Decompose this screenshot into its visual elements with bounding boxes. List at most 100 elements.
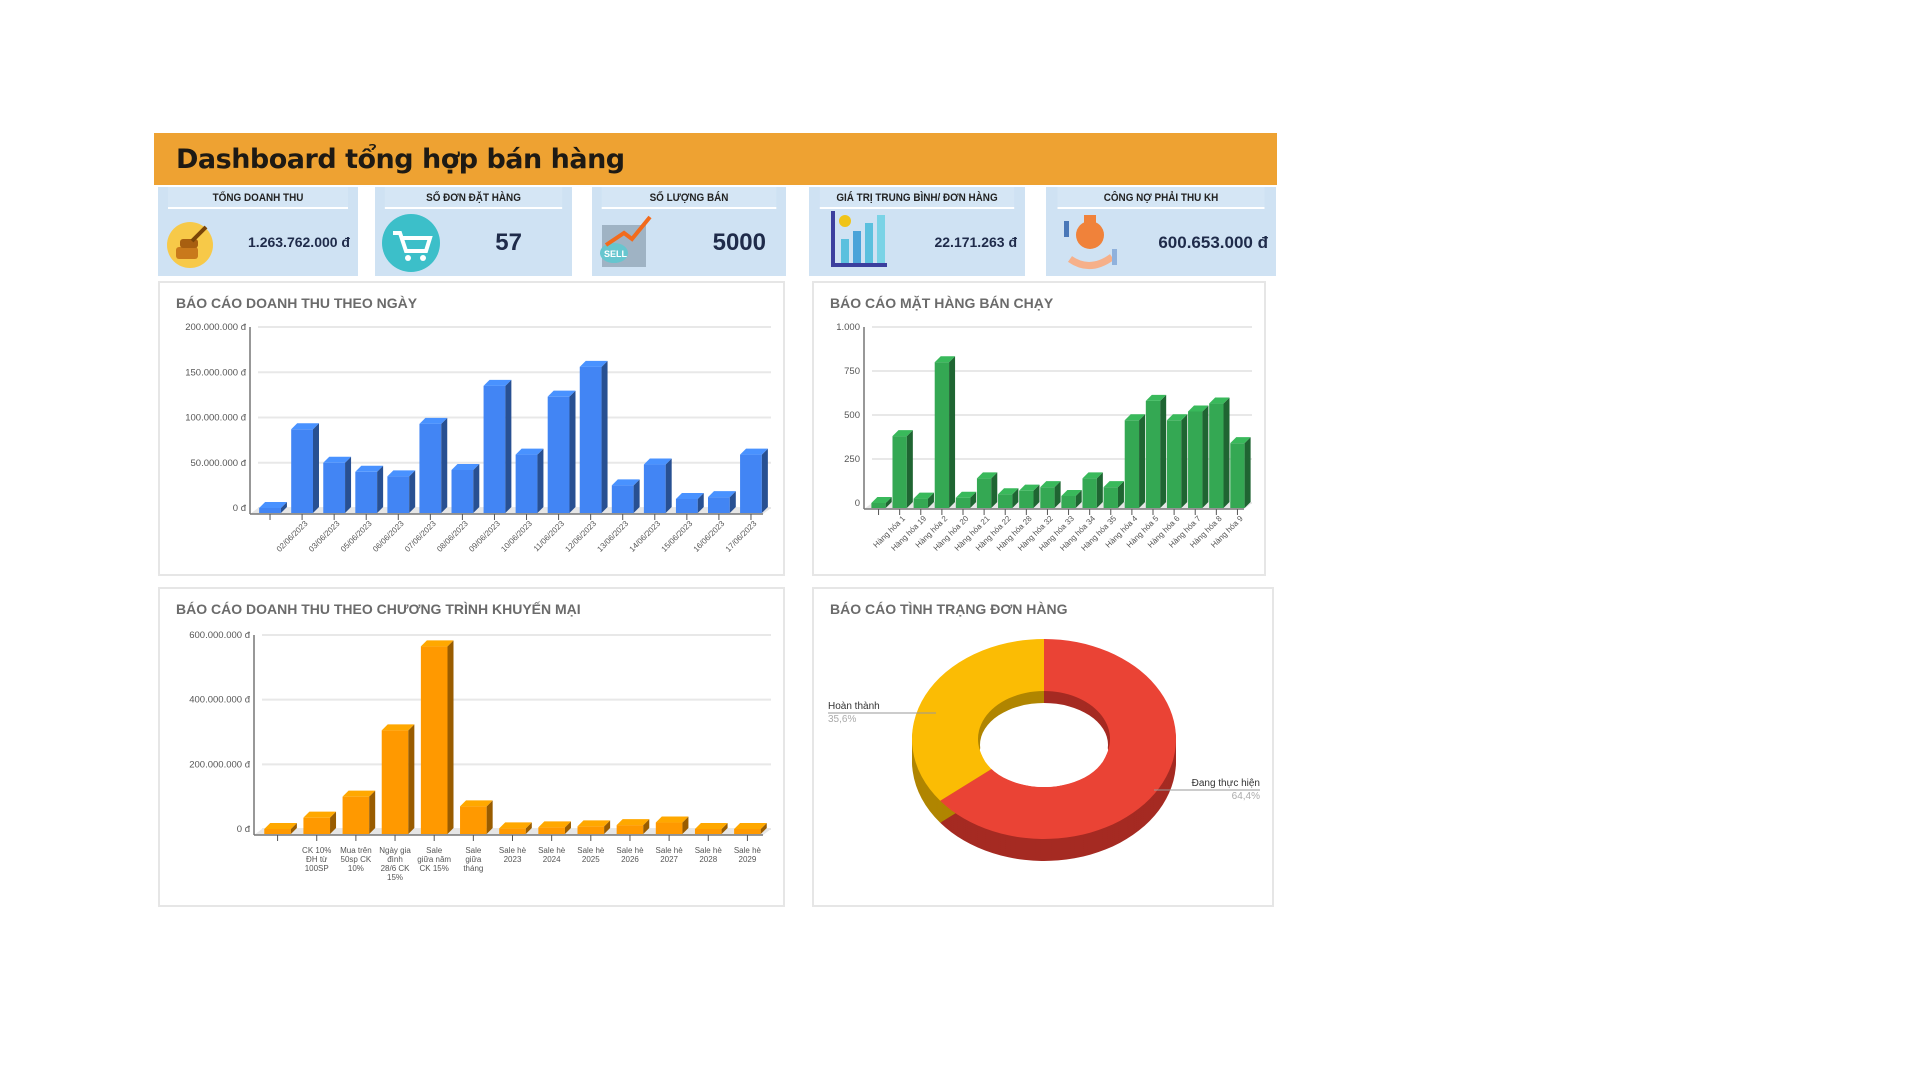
bar-side xyxy=(760,823,767,834)
x-tick-label: 06/06/2023 xyxy=(371,519,406,554)
bar xyxy=(675,498,698,513)
bar-side xyxy=(345,456,352,513)
kpi-value: 1.263.762.000 đ xyxy=(248,234,350,250)
bar xyxy=(291,429,313,513)
y-tick-label: 250 xyxy=(844,454,860,465)
slice-percent: 35,6% xyxy=(828,714,856,725)
bar-side xyxy=(505,379,512,513)
x-tick-label: Sale hè 2025 xyxy=(577,846,605,864)
bar-side xyxy=(525,822,532,834)
coins-icon xyxy=(166,217,216,269)
bar-side xyxy=(290,823,297,834)
bar-side xyxy=(721,823,728,834)
bar-top xyxy=(387,470,416,477)
bar-side xyxy=(1181,414,1188,508)
bar-top xyxy=(1188,405,1209,412)
x-tick-label: 14/06/2023 xyxy=(628,519,663,554)
y-tick-label: 200.000.000 đ xyxy=(189,759,250,770)
x-tick-label: 10/06/2023 xyxy=(499,519,534,554)
bar-top xyxy=(1040,481,1061,488)
bar xyxy=(1040,487,1055,508)
bar-side xyxy=(949,356,956,508)
x-tick-label: CK 10% ĐH từ 100SP xyxy=(302,846,331,873)
bar-top xyxy=(913,492,934,499)
y-tick-label: 500 xyxy=(844,410,860,421)
x-tick-label: 12/06/2023 xyxy=(563,519,598,554)
bar-top xyxy=(655,816,689,823)
bar-top xyxy=(1124,414,1146,421)
bar xyxy=(708,497,730,513)
bar-side xyxy=(1160,394,1167,508)
bar-top xyxy=(577,820,611,827)
bar-top xyxy=(1082,472,1103,479)
bar xyxy=(515,454,538,513)
bar-top xyxy=(1103,481,1124,488)
x-tick-label: Ngày gia đình 28/6 CK 15% xyxy=(379,846,411,882)
bar-top xyxy=(611,479,640,486)
bar-top xyxy=(616,819,650,826)
x-tick-label: 16/06/2023 xyxy=(692,519,727,554)
bar xyxy=(734,829,761,834)
x-tick-label: Sale hè 2029 xyxy=(734,846,762,864)
bar-side xyxy=(369,790,376,834)
bar-top xyxy=(381,724,415,731)
bar-top xyxy=(515,448,544,455)
shopping-cart-icon xyxy=(381,213,440,272)
kpi-total-revenue: TỔNG DOANH THU 1.263.762.000 đ xyxy=(158,187,358,276)
bar xyxy=(1103,487,1118,508)
y-tick-label: 600.000.000 đ xyxy=(189,630,250,641)
y-tick-label: 200.000.000 đ xyxy=(185,322,246,333)
bar xyxy=(913,498,928,508)
x-tick-label: 07/06/2023 xyxy=(403,519,438,554)
bar-top xyxy=(499,822,532,829)
bar-side xyxy=(1117,481,1124,508)
bar-side xyxy=(729,491,736,513)
kpi-order-count: SỐ ĐƠN ĐẶT HÀNG 57 xyxy=(375,187,572,276)
chart-title: BÁO CÁO MẶT HÀNG BÁN CHẠY xyxy=(830,295,1054,311)
x-tick-label: Sale hè 2028 xyxy=(695,846,723,864)
bar-side xyxy=(761,448,768,513)
y-tick-label: 750 xyxy=(844,366,860,377)
bar-side xyxy=(564,821,571,834)
bar-side xyxy=(377,465,384,513)
bar xyxy=(303,817,331,834)
x-tick-label: 15/06/2023 xyxy=(660,519,695,554)
bar-side xyxy=(447,640,454,834)
y-tick-label: 400.000.000 đ xyxy=(189,695,250,706)
slice-label: Đang thực hiện xyxy=(1192,778,1260,789)
x-tick-label: Sale hè 2027 xyxy=(656,846,684,864)
bar xyxy=(577,826,605,834)
bar-side xyxy=(473,463,480,513)
bar xyxy=(955,497,971,508)
bar-side xyxy=(408,724,415,834)
bar xyxy=(1188,411,1203,508)
y-tick-label: 100.000.000 đ xyxy=(185,413,246,424)
kpi-value: 57 xyxy=(495,229,522,256)
bar-side xyxy=(569,390,576,513)
bar xyxy=(419,423,442,513)
bar-top xyxy=(1145,394,1167,401)
x-tick-label: 17/06/2023 xyxy=(724,519,759,554)
y-tick-label: 0 đ xyxy=(237,824,251,835)
bar xyxy=(740,454,762,513)
x-tick-label: 11/06/2023 xyxy=(532,519,567,554)
bar-side xyxy=(1033,484,1040,508)
bar-side xyxy=(409,470,416,513)
bar-side xyxy=(1096,472,1103,508)
bar-top xyxy=(998,488,1019,495)
kpi-label: GIÁ TRỊ TRUNG BÌNH/ ĐƠN HÀNG xyxy=(819,187,1015,209)
bar xyxy=(643,464,666,513)
slice-label: Hoàn thành xyxy=(828,701,880,712)
bar-top xyxy=(259,502,287,508)
kpi-label: SỐ ĐƠN ĐẶT HÀNG xyxy=(384,187,563,209)
bar-side xyxy=(601,360,608,513)
bar-side xyxy=(604,820,611,834)
bar-top xyxy=(483,379,512,386)
bar-top xyxy=(1209,397,1230,404)
bar xyxy=(264,829,291,834)
bar-top xyxy=(1061,489,1082,496)
y-tick-label: 0 đ xyxy=(233,503,247,514)
x-tick-label: Sale hè 2023 xyxy=(499,846,527,864)
bar-top xyxy=(1230,437,1251,444)
bar xyxy=(259,508,281,513)
